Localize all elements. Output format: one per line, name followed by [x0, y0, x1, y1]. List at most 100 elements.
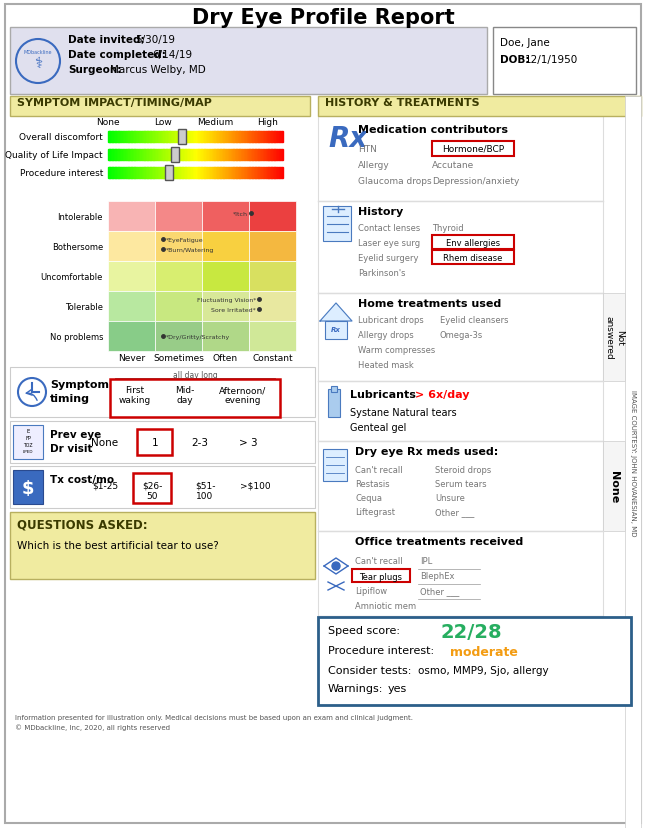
Bar [214, 132, 216, 142]
Bar [163, 132, 165, 142]
Bar [202, 291, 249, 321]
Bar [270, 168, 271, 179]
Bar [261, 168, 263, 179]
Bar [109, 168, 111, 179]
Text: 2-3: 2-3 [191, 437, 209, 447]
Bar [282, 168, 284, 179]
Bar [136, 168, 138, 179]
Bar [209, 150, 211, 161]
Bar [226, 150, 228, 161]
Bar [151, 168, 152, 179]
Bar [193, 168, 194, 179]
Bar [235, 132, 236, 142]
Bar [194, 150, 196, 161]
Bar [112, 132, 114, 142]
Text: Medication contributors: Medication contributors [358, 125, 508, 135]
Bar [131, 168, 133, 179]
Bar [178, 130, 185, 145]
Text: Office treatments received: Office treatments received [355, 537, 523, 546]
Bar [249, 232, 296, 262]
Bar [108, 232, 155, 262]
Text: Parkinson's: Parkinson's [358, 268, 406, 277]
Bar [249, 321, 296, 352]
Bar [153, 168, 155, 179]
Bar [280, 168, 282, 179]
Bar [220, 132, 222, 142]
Bar [277, 150, 279, 161]
Bar [108, 321, 155, 352]
Bar [155, 262, 202, 291]
Bar [236, 168, 238, 179]
Bar [205, 168, 207, 179]
Bar [238, 132, 240, 142]
Bar [251, 132, 253, 142]
Bar [134, 150, 136, 161]
Bar [114, 132, 116, 142]
Bar [114, 168, 116, 179]
Bar [238, 168, 240, 179]
Text: Lipiflow: Lipiflow [355, 586, 387, 595]
Text: 1: 1 [152, 437, 158, 447]
Text: Tolerable: Tolerable [65, 302, 103, 311]
Bar [318, 97, 641, 117]
Bar [115, 132, 117, 142]
Text: IPL: IPL [420, 556, 432, 566]
Text: Not
answered: Not answered [604, 315, 623, 359]
Text: moderate: moderate [450, 645, 518, 658]
Bar [181, 132, 183, 142]
Bar [248, 132, 250, 142]
Text: Env allergies: Env allergies [446, 238, 500, 248]
Bar [231, 132, 233, 142]
Bar [127, 132, 129, 142]
Bar [323, 207, 351, 242]
Bar [244, 132, 245, 142]
Bar [217, 168, 219, 179]
Bar [245, 150, 247, 161]
Bar [137, 150, 139, 161]
Bar [273, 168, 275, 179]
Bar [123, 168, 124, 179]
Bar [255, 150, 257, 161]
Bar [134, 132, 136, 142]
Text: HISTORY & TREATMENTS: HISTORY & TREATMENTS [325, 98, 479, 108]
Bar [180, 168, 182, 179]
Text: None: None [609, 470, 619, 503]
Text: 6/14/19: 6/14/19 [152, 50, 192, 60]
Bar [155, 291, 202, 321]
Bar [233, 168, 235, 179]
Text: > 6x/day: > 6x/day [415, 389, 470, 400]
Bar [227, 150, 229, 161]
Bar [275, 168, 276, 179]
Bar [278, 168, 280, 179]
Bar [125, 132, 127, 142]
Text: Unsure: Unsure [435, 493, 465, 503]
Bar [276, 132, 278, 142]
Text: Liftegrast: Liftegrast [355, 508, 395, 517]
Bar [219, 168, 220, 179]
Bar [213, 168, 214, 179]
Bar [191, 132, 193, 142]
Bar [182, 150, 184, 161]
Bar [187, 168, 189, 179]
Text: Date invited:: Date invited: [68, 35, 145, 45]
Bar [133, 474, 171, 503]
Bar [160, 132, 162, 142]
Bar [276, 168, 278, 179]
Bar [202, 202, 249, 232]
Text: Eyelid surgery: Eyelid surgery [358, 253, 419, 262]
Bar [282, 150, 284, 161]
Bar [149, 150, 151, 161]
Bar [139, 132, 140, 142]
Text: Procedure interest: Procedure interest [19, 169, 103, 178]
Bar [269, 168, 270, 179]
Bar [247, 132, 248, 142]
Text: High: High [258, 118, 278, 127]
Bar [239, 132, 241, 142]
Bar [187, 132, 189, 142]
Text: Consider tests:: Consider tests: [328, 665, 412, 675]
Bar [13, 470, 43, 504]
Bar [249, 291, 296, 321]
Bar [198, 168, 200, 179]
Bar [493, 28, 636, 95]
Text: Mid-
day: Mid- day [175, 386, 194, 405]
